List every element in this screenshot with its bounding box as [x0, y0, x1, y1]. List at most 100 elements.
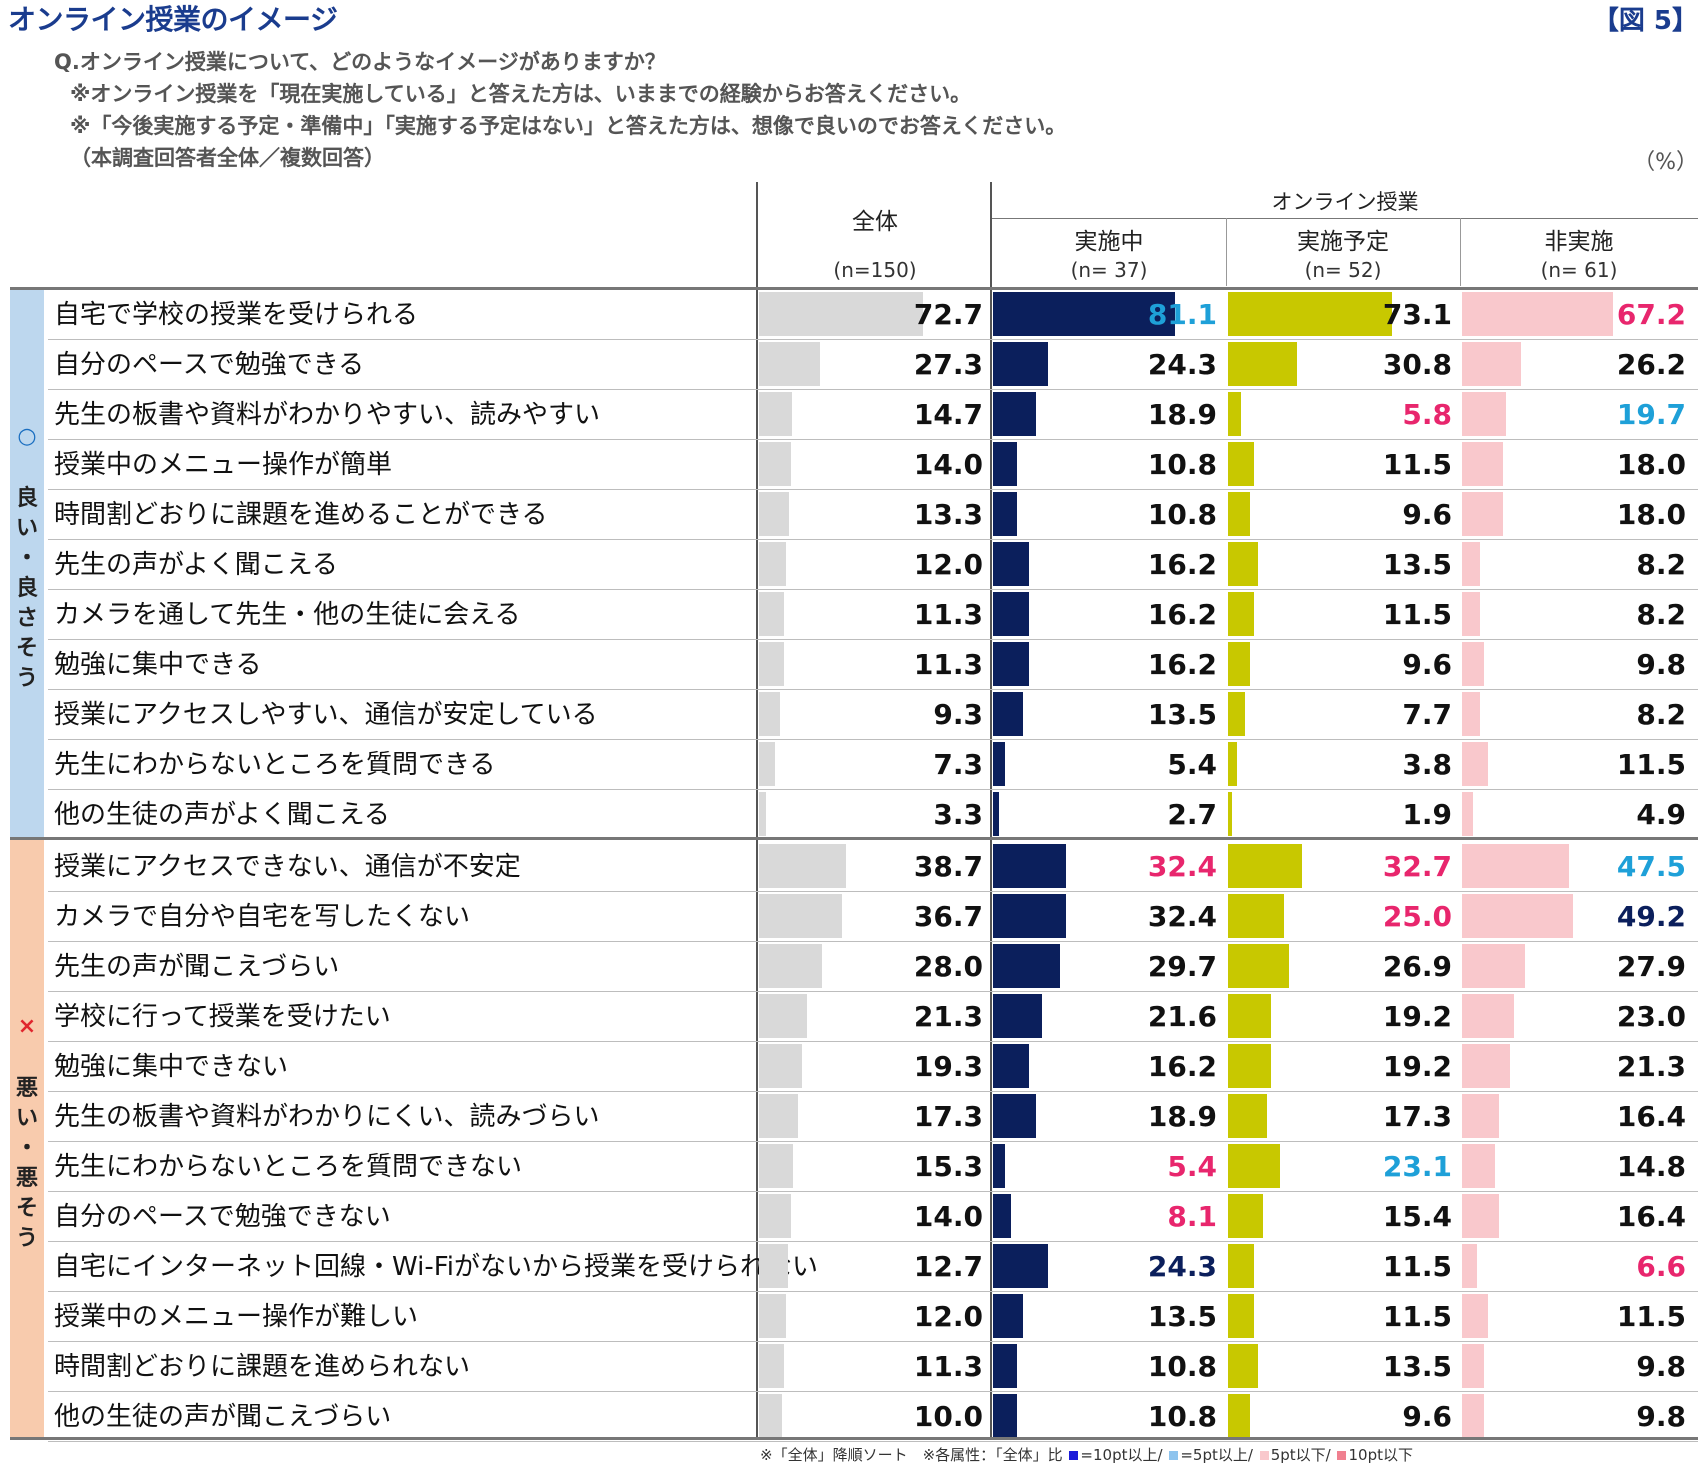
- question-text: Q.オンライン授業について、どのようなイメージがありますか？: [54, 50, 666, 74]
- value-total: 12.7: [913, 1250, 983, 1283]
- bar-c3: [1462, 442, 1503, 486]
- value-c3: 9.8: [1636, 1400, 1686, 1433]
- bar-c3: [1462, 542, 1481, 586]
- bar-c2: [1228, 1244, 1254, 1288]
- bar-c2: [1228, 1294, 1254, 1338]
- bar-c3: [1462, 342, 1521, 386]
- bar-c1: [993, 894, 1066, 938]
- value-c2: 7.7: [1402, 698, 1452, 731]
- bar-c1: [993, 742, 1006, 786]
- value-c1: 10.8: [1147, 1350, 1217, 1383]
- row-separator: [48, 539, 1698, 540]
- value-c3: 18.0: [1616, 448, 1686, 481]
- divider-label-total: [756, 182, 758, 1438]
- value-c1: 32.4: [1147, 850, 1217, 883]
- bar-c2: [1228, 542, 1259, 586]
- bar-c3: [1462, 1044, 1510, 1088]
- table-row: 先生の板書や資料がわかりにくい、読みづらい 17.3 18.9 17.3 16.4: [48, 1092, 1698, 1142]
- value-c2: 15.4: [1382, 1200, 1452, 1233]
- value-c1: 16.2: [1147, 1050, 1217, 1083]
- row-label: 自分のペースで勉強できる: [54, 350, 365, 380]
- value-c2: 25.0: [1382, 900, 1452, 933]
- bar-total: [759, 1344, 785, 1388]
- bar-c1: [993, 1394, 1018, 1438]
- bar-c3: [1462, 944, 1525, 988]
- bar-c1: [993, 492, 1018, 536]
- value-c2: 9.6: [1402, 498, 1452, 531]
- legend-lo5-label: 5pt以下/: [1270, 1446, 1331, 1464]
- header-divider: [992, 218, 1698, 219]
- bar-total: [759, 292, 923, 336]
- table-top-rule: [10, 287, 1698, 290]
- bar-c2: [1228, 844, 1302, 888]
- row-label: 勉強に集中できない: [54, 1052, 289, 1082]
- bar-total: [759, 1294, 786, 1338]
- row-separator: [48, 1191, 1698, 1192]
- value-c1: 29.7: [1147, 950, 1217, 983]
- note-respondents: （本調査回答者全体／複数回答）: [70, 146, 385, 170]
- col-n-total: (n=150): [833, 258, 917, 282]
- col-n-ongoing: (n= 37): [1070, 258, 1148, 282]
- legend-lo10-label: 10pt以下: [1348, 1446, 1413, 1464]
- group-bad-panel: [10, 839, 44, 1437]
- row-label: 時間割どおりに課題を進められない: [54, 1352, 471, 1382]
- bar-c2: [1228, 292, 1393, 336]
- value-total: 13.3: [913, 498, 983, 531]
- col-header-none: 非実施: [1544, 229, 1614, 255]
- value-c3: 16.4: [1616, 1200, 1686, 1233]
- col-n-planned: (n= 52): [1304, 258, 1382, 282]
- table-row: 授業にアクセスしやすい、通信が安定している 9.3 13.5 7.7 8.2: [48, 690, 1698, 740]
- value-total: 7.3: [933, 748, 983, 781]
- bar-total: [759, 692, 780, 736]
- row-separator: [48, 789, 1698, 790]
- value-c1: 24.3: [1147, 1250, 1217, 1283]
- bar-c1: [993, 792, 1000, 836]
- bar-c1: [993, 1194, 1012, 1238]
- legend-hi10-label: =10pt以上/: [1080, 1446, 1163, 1464]
- row-label: 自分のペースで勉強できない: [54, 1202, 391, 1232]
- bad-mark-icon: ×: [17, 1014, 37, 1039]
- figure-number: 【図 5】: [1592, 6, 1698, 36]
- value-c2: 3.8: [1402, 748, 1452, 781]
- value-c3: 19.7: [1616, 398, 1686, 431]
- value-c1: 10.8: [1147, 1400, 1217, 1433]
- value-total: 9.3: [933, 698, 983, 731]
- row-label: 授業中のメニュー操作が難しい: [54, 1302, 419, 1332]
- page-title: オンライン授業のイメージ: [8, 3, 338, 36]
- value-c2: 26.9: [1382, 950, 1452, 983]
- value-c2: 13.5: [1382, 548, 1452, 581]
- bar-c2: [1228, 1344, 1259, 1388]
- value-c1: 18.9: [1147, 398, 1217, 431]
- value-c2: 32.7: [1382, 850, 1452, 883]
- value-c2: 30.8: [1382, 348, 1452, 381]
- value-total: 11.3: [913, 1350, 983, 1383]
- value-c1: 5.4: [1167, 1150, 1217, 1183]
- bar-c3: [1462, 844, 1569, 888]
- value-c2: 11.5: [1382, 448, 1452, 481]
- bar-total: [759, 1244, 788, 1288]
- row-label: 自宅で学校の授業を受けられる: [54, 300, 419, 330]
- value-c2: 13.5: [1382, 1350, 1452, 1383]
- value-total: 12.0: [913, 1300, 983, 1333]
- value-c1: 24.3: [1147, 348, 1217, 381]
- col-group-online: オンライン授業: [1271, 190, 1419, 214]
- bar-c3: [1462, 1344, 1485, 1388]
- col-header-ongoing: 実施中: [1074, 229, 1144, 255]
- value-c2: 17.3: [1382, 1100, 1452, 1133]
- row-separator: [48, 1391, 1698, 1392]
- table-row: 自宅で学校の授業を受けられる 72.7 81.1 73.1 67.2: [48, 290, 1698, 340]
- value-c2: 9.6: [1402, 1400, 1452, 1433]
- col-n-none: (n= 61): [1540, 258, 1618, 282]
- row-label: 先生にわからないところを質問できない: [54, 1152, 523, 1182]
- bar-total: [759, 342, 821, 386]
- bar-c3: [1462, 1294, 1488, 1338]
- table-row: 自宅にインターネット回線・Wi-Fiがないから授業を受けられない 12.7 24.3…: [48, 1242, 1698, 1292]
- value-total: 10.0: [913, 1400, 983, 1433]
- bar-c1: [993, 392, 1036, 436]
- value-c3: 6.6: [1636, 1250, 1686, 1283]
- bar-c3: [1462, 1194, 1499, 1238]
- value-c3: 8.2: [1636, 698, 1686, 731]
- bar-c2: [1228, 342, 1298, 386]
- value-c3: 11.5: [1616, 1300, 1686, 1333]
- value-c2: 9.6: [1402, 648, 1452, 681]
